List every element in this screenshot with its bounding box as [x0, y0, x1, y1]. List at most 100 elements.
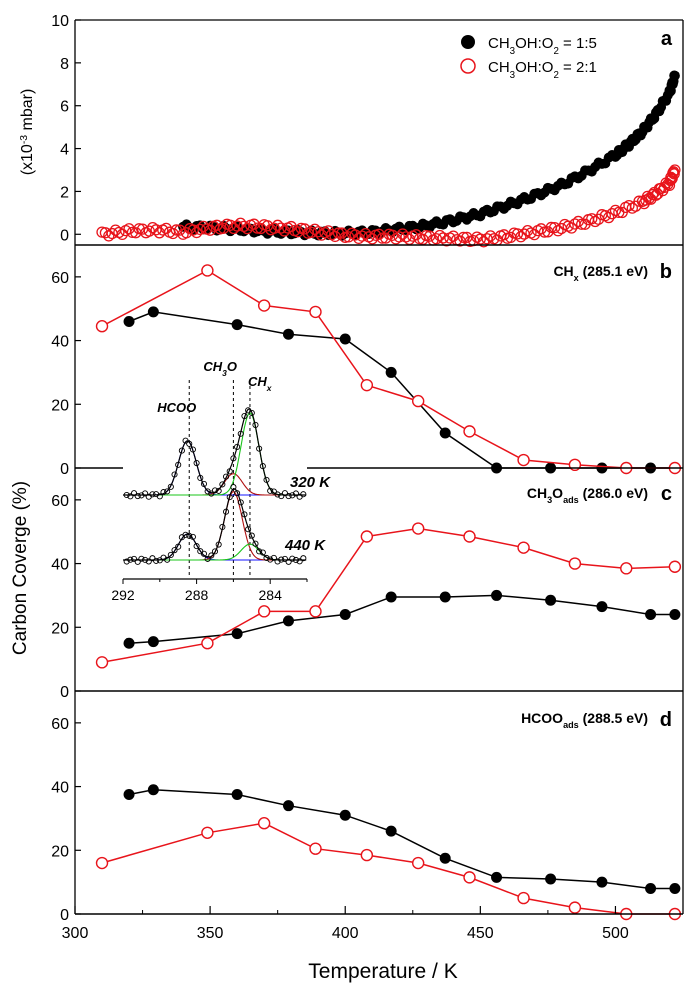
data-point [95, 320, 109, 333]
y-tick-label: 0 [60, 227, 69, 244]
data-point [478, 236, 490, 248]
data-point [385, 825, 397, 837]
data-point [231, 789, 243, 801]
data-point [309, 605, 322, 618]
inset-data-point [270, 488, 277, 495]
inset-data-point [226, 494, 233, 501]
series-d-0 [123, 784, 681, 895]
data-point [376, 232, 389, 244]
panel-c: 0 20 40 60 c CH3Oads (286.0 eV) [51, 468, 684, 701]
y-tick-label: 20 [51, 620, 69, 637]
data-point [339, 809, 351, 821]
data-point [123, 637, 135, 649]
series-c-1 [95, 522, 682, 669]
inset-data-point [134, 558, 141, 565]
data-point [623, 199, 635, 212]
data-point [411, 394, 425, 408]
data-point [548, 221, 561, 234]
data-point [474, 233, 486, 245]
inset-spectrum-label: 440 K [284, 537, 326, 554]
data-point [190, 226, 203, 239]
inset-data-point [245, 526, 252, 533]
inset-peak-label: HCOO [157, 400, 196, 415]
data-point [309, 305, 322, 319]
inset-data-point [259, 549, 266, 556]
inset-data-point [186, 532, 193, 539]
data-point [99, 227, 112, 239]
panel-annotation-d: HCOOads (288.5 eV) [521, 710, 648, 730]
inset-data-point [267, 487, 274, 494]
inset-data-point [138, 555, 145, 562]
data-point [545, 594, 557, 606]
data-point [668, 168, 680, 180]
data-point [272, 219, 284, 231]
data-point [257, 299, 271, 312]
inset-data-point [175, 543, 182, 550]
inset-data-point [289, 555, 296, 562]
panel-annotation-c: CH3Oads (286.0 eV) [527, 485, 648, 505]
data-point [669, 70, 680, 81]
data-point [103, 230, 115, 242]
data-point [669, 883, 681, 895]
inset-data-point [222, 473, 230, 480]
inset-data-point [274, 558, 281, 565]
y-tick-label: 6 [60, 99, 69, 116]
inset-data-point [145, 558, 152, 565]
inset-data-point [130, 555, 138, 562]
inset-data-point [281, 555, 288, 562]
inset-data-point [208, 490, 215, 497]
data-point [663, 179, 676, 192]
inset-data-point [178, 447, 185, 454]
data-point [147, 306, 159, 318]
x-tick-label: 350 [197, 925, 224, 942]
inset-x-tick-label: 292 [111, 587, 135, 603]
inset-data-point [256, 548, 263, 555]
inset-data-point [274, 491, 281, 498]
inset-data-point [208, 552, 215, 559]
y-tick-label: 60 [51, 716, 69, 733]
data-point [393, 231, 405, 243]
data-point [439, 852, 451, 864]
inset-data-point [292, 556, 300, 564]
inset-data-point [259, 463, 266, 470]
data-point [147, 784, 159, 796]
inset-data-point [285, 558, 292, 565]
data-point [411, 522, 425, 535]
inset-data-point [175, 461, 182, 468]
data-point [517, 541, 530, 554]
inset-data-point [292, 490, 300, 497]
data-point [257, 605, 271, 618]
inset-data-point [215, 487, 222, 494]
legend-marker [460, 58, 476, 74]
inset-data-point [285, 493, 292, 500]
inset-data-point [263, 476, 270, 483]
inset-data-point [256, 445, 263, 452]
inset-data-point [296, 558, 303, 565]
inset-data-point [164, 488, 171, 495]
inset-data-point [219, 481, 226, 488]
y-tick-label: 2 [60, 184, 69, 201]
data-point [517, 891, 530, 905]
inset-data-point [219, 523, 226, 530]
panel-letter-c: c [661, 483, 672, 505]
data-point [356, 230, 368, 242]
y-tick-label: 40 [51, 780, 69, 797]
panel-letter-d: d [660, 709, 672, 731]
data-point [305, 226, 318, 239]
inset-data-point [182, 531, 189, 538]
y-tick-label: 0 [60, 907, 69, 924]
data-point [95, 856, 109, 870]
panel-d: 0 20 40 60 d HCOOads (288.5 eV) [51, 691, 684, 924]
data-point [95, 656, 109, 669]
data-point [645, 883, 657, 895]
data-point [545, 873, 557, 885]
inset-data-point [123, 558, 130, 565]
data-point [528, 228, 541, 241]
inset-x-tick-label: 284 [259, 587, 283, 603]
legend-label: CH3OH:O2 = 2:1 [488, 59, 597, 81]
x-axis-title: Temperature / K [308, 960, 457, 983]
inset-data-point [171, 471, 178, 478]
x-tick-label: 450 [467, 925, 494, 942]
data-point [565, 222, 578, 234]
